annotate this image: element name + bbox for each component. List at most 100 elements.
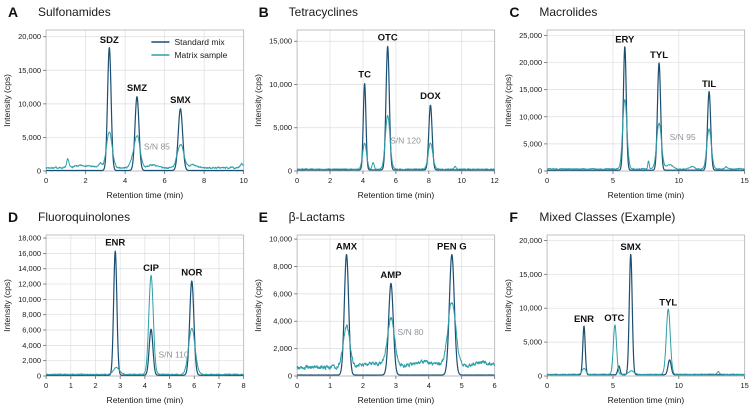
svg-text:4,000: 4,000 <box>273 317 292 326</box>
gridlines <box>296 235 495 377</box>
sn-annotation: S/N 95 <box>670 132 696 142</box>
y-axis-title: Intensity (cps) <box>2 279 12 332</box>
svg-text:0: 0 <box>545 381 549 390</box>
svg-text:5,000: 5,000 <box>22 133 41 142</box>
peak-labels: SDZ SMZ SMX <box>100 35 192 106</box>
peak-labels: ENR OTC SMX TYL <box>574 242 677 325</box>
peak-labels: AMX AMP PEN G <box>336 241 467 281</box>
svg-text:ENR: ENR <box>105 238 125 249</box>
panel-e-title: β-Lactams <box>288 210 345 224</box>
svg-text:6,000: 6,000 <box>22 326 41 335</box>
svg-text:7: 7 <box>217 381 221 390</box>
trace-matrix <box>547 99 746 171</box>
panel-c-title: Macrolides <box>539 5 598 19</box>
svg-text:10,000: 10,000 <box>18 295 41 304</box>
y-axis-title: Intensity (cps) <box>503 74 513 127</box>
x-axis-title: Retention time (min) <box>107 190 184 200</box>
svg-text:0: 0 <box>44 176 48 185</box>
svg-text:15,000: 15,000 <box>519 270 542 279</box>
svg-text:4: 4 <box>143 381 147 390</box>
x-axis-title: Retention time (min) <box>357 190 434 200</box>
panel-f-title: Mixed Classes (Example) <box>539 210 676 224</box>
svg-text:25,000: 25,000 <box>519 31 542 40</box>
panel-a-letter: A <box>8 4 19 20</box>
x-axis-title: Retention time (min) <box>608 395 685 405</box>
svg-text:1: 1 <box>69 381 73 390</box>
svg-text:15,000: 15,000 <box>18 66 41 75</box>
panel-f-header: F Mixed Classes (Example) <box>501 209 752 229</box>
x-axis-title: Retention time (min) <box>107 395 184 405</box>
svg-text:ENR: ENR <box>574 314 594 325</box>
sn-annotation: S/N 120 <box>390 135 421 145</box>
svg-text:20,000: 20,000 <box>519 58 542 67</box>
panel-d-header: D Fluoroquinolones <box>0 209 251 229</box>
svg-text:DOX: DOX <box>420 91 441 102</box>
svg-text:0: 0 <box>37 372 41 381</box>
panel-e-letter: E <box>258 209 268 225</box>
svg-text:5,000: 5,000 <box>273 123 292 132</box>
gridlines <box>547 235 746 377</box>
panel-c-letter: C <box>509 4 520 20</box>
trace-matrix <box>547 308 746 376</box>
svg-text:8,000: 8,000 <box>273 262 292 271</box>
svg-text:2: 2 <box>328 176 332 185</box>
axes: 0 1 2 3 4 5 6 7 8 0 2,000 4,000 6,000 8,000 10,000 12,0… <box>2 234 246 405</box>
axes: 0 1 2 3 4 5 6 0 2,000 4,000 6,000 8,000 10,000 Retent… <box>253 235 497 405</box>
svg-text:0: 0 <box>295 381 299 390</box>
svg-text:10: 10 <box>675 381 683 390</box>
panel-d-letter: D <box>8 209 19 225</box>
svg-text:5: 5 <box>167 381 171 390</box>
gridlines <box>45 235 244 377</box>
svg-text:SMZ: SMZ <box>127 83 147 94</box>
svg-text:0: 0 <box>538 167 542 176</box>
svg-text:0: 0 <box>295 176 299 185</box>
panel-a-header: A Sulfonamides <box>0 4 251 24</box>
svg-text:10,000: 10,000 <box>269 80 292 89</box>
svg-text:ERY: ERY <box>616 34 636 45</box>
axes: 0 5 10 15 0 5,000 10,000 15,000 20,000 25,000 Rete… <box>503 31 749 200</box>
svg-text:12,000: 12,000 <box>18 280 41 289</box>
svg-text:2: 2 <box>361 381 365 390</box>
svg-text:OTC: OTC <box>377 32 397 43</box>
panel-f-letter: F <box>509 209 518 225</box>
svg-text:20,000: 20,000 <box>18 32 41 41</box>
svg-text:0: 0 <box>538 372 542 381</box>
svg-text:10,000: 10,000 <box>18 99 41 108</box>
trace-standard <box>296 253 495 376</box>
chromatogram-plot: 0 2 4 6 8 10 12 0 5,000 10,000 15,000 Retention tim… <box>253 29 498 200</box>
svg-text:0: 0 <box>44 381 48 390</box>
chromatogram-plot: 0 1 2 3 4 5 6 7 8 0 2,000 4,000 6,000 8,000 10,000 12,0… <box>2 234 246 405</box>
trace-standard <box>45 250 244 376</box>
svg-text:AMP: AMP <box>380 270 402 281</box>
svg-text:6: 6 <box>492 381 496 390</box>
panel-e: E β-Lactams 0 1 2 3 4 5 6 0 2,000 4,000 6,000 8,000… <box>251 205 502 410</box>
svg-text:5: 5 <box>611 381 615 390</box>
svg-text:5,000: 5,000 <box>524 139 543 148</box>
svg-text:10: 10 <box>457 176 465 185</box>
sn-annotation: S/N 85 <box>144 142 170 152</box>
svg-text:4: 4 <box>426 381 430 390</box>
panel-d: D Fluoroquinolones 0 1 2 3 4 5 6 7 8 0 2,000 4,000 6… <box>0 205 251 410</box>
peak-labels: ENR CIP NOR <box>105 238 202 279</box>
svg-text:10,000: 10,000 <box>519 112 542 121</box>
panel-a: A Sulfonamides 0 2 4 6 8 10 0 5,000 10,000 15,000… <box>0 0 251 205</box>
panel-b: B Tetracyclines 0 2 4 6 8 10 12 0 5,000 10,000 15,… <box>251 0 502 205</box>
panel-c: C Macrolides 0 5 10 15 0 5,000 10,000 15,000 20,… <box>501 0 752 205</box>
chromatogram-plot: 0 1 2 3 4 5 6 0 2,000 4,000 6,000 8,000 10,000 Retent… <box>253 234 497 405</box>
svg-text:SMX: SMX <box>621 242 642 253</box>
svg-text:16,000: 16,000 <box>18 249 41 258</box>
svg-text:OTC: OTC <box>605 313 625 324</box>
panel-e-header: E β-Lactams <box>251 209 502 229</box>
svg-text:0: 0 <box>288 167 292 176</box>
gridlines <box>547 30 746 172</box>
svg-text:12: 12 <box>490 176 498 185</box>
axes: 0 2 4 6 8 10 0 5,000 10,000 15,000 20,000 Retention… <box>2 32 248 200</box>
y-axis-title: Intensity (cps) <box>503 279 513 332</box>
svg-text:4: 4 <box>361 176 365 185</box>
svg-text:15: 15 <box>741 381 749 390</box>
svg-text:2: 2 <box>84 176 88 185</box>
svg-text:10,000: 10,000 <box>519 304 542 313</box>
svg-text:3: 3 <box>118 381 122 390</box>
svg-text:0: 0 <box>545 176 549 185</box>
svg-text:6: 6 <box>163 176 167 185</box>
